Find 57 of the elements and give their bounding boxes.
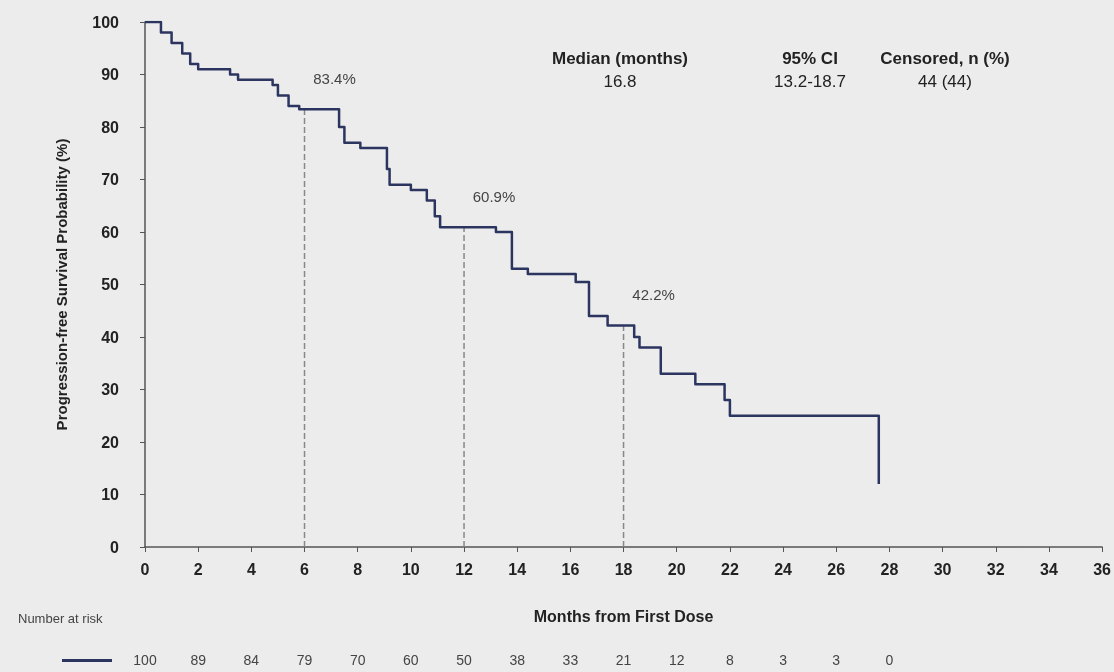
x-tick-label: 16 — [561, 560, 580, 578]
x-tick-label: 36 — [1093, 560, 1112, 578]
annotation: 44 (44) — [918, 72, 972, 91]
x-tick-label: 28 — [880, 560, 899, 578]
y-tick-label: 20 — [101, 433, 120, 451]
y-tick-label: 60 — [101, 223, 120, 241]
y-tick-label: 40 — [101, 328, 120, 346]
y-tick-label: 90 — [101, 66, 120, 83]
x-tick-label: 2 — [193, 560, 203, 578]
x-tick-label: 6 — [300, 560, 310, 578]
annotation: 16.8 — [603, 72, 637, 91]
y-tick-label: 10 — [101, 486, 120, 503]
x-tick-label: 0 — [140, 560, 150, 578]
x-axis-title: Months from First Dose — [533, 607, 714, 625]
x-tick-label: 10 — [401, 560, 420, 578]
text: 79 — [296, 652, 313, 668]
annotation: 13.2-18.7 — [774, 72, 846, 91]
text: 12 — [668, 652, 685, 668]
text: 0 — [885, 652, 894, 668]
text: 3 — [832, 652, 841, 668]
text: 38 — [509, 652, 526, 668]
text: 33 — [562, 652, 579, 668]
x-tick-label: 4 — [246, 560, 256, 578]
text: 60 — [403, 652, 419, 668]
y-axis-title: Progression-free Survival Probability (%) — [53, 138, 70, 431]
text: 84 — [243, 652, 260, 668]
x-tick-label: 20 — [667, 560, 686, 578]
text: 50 — [456, 652, 473, 668]
text: Number at risk — [18, 611, 104, 626]
annotation: Censored, n (%) — [880, 49, 1010, 68]
x-tick-label: 30 — [933, 560, 952, 578]
annotation: Median (months) — [552, 49, 688, 68]
annotation: 42.2% — [632, 286, 675, 304]
annotation: 60.9% — [472, 188, 516, 206]
x-tick-label: 12 — [455, 560, 474, 578]
x-tick-label: 24 — [774, 560, 793, 578]
text: 89 — [190, 652, 207, 668]
text: 100 — [133, 652, 157, 668]
y-tick-label: 80 — [101, 118, 120, 136]
x-tick-label: 22 — [721, 560, 739, 578]
y-tick-label: 0 — [110, 538, 120, 556]
x-tick-label: 32 — [986, 560, 1005, 578]
text: 21 — [615, 652, 632, 668]
y-tick-label: 100 — [92, 13, 120, 31]
x-tick-label: 26 — [827, 560, 846, 578]
x-tick-label: 34 — [1040, 560, 1058, 578]
text: 3 — [779, 652, 788, 668]
text: 8 — [726, 652, 734, 668]
annotation: 95% CI — [782, 49, 838, 68]
x-tick-label: 8 — [353, 560, 363, 578]
text: 70 — [349, 652, 366, 668]
x-tick-label: 18 — [614, 560, 633, 578]
y-tick-label: 70 — [101, 171, 120, 188]
annotation: 83.4% — [313, 70, 356, 88]
y-tick-label: 50 — [101, 276, 120, 293]
y-tick-label: 30 — [101, 381, 120, 398]
x-tick-label: 14 — [508, 560, 527, 578]
